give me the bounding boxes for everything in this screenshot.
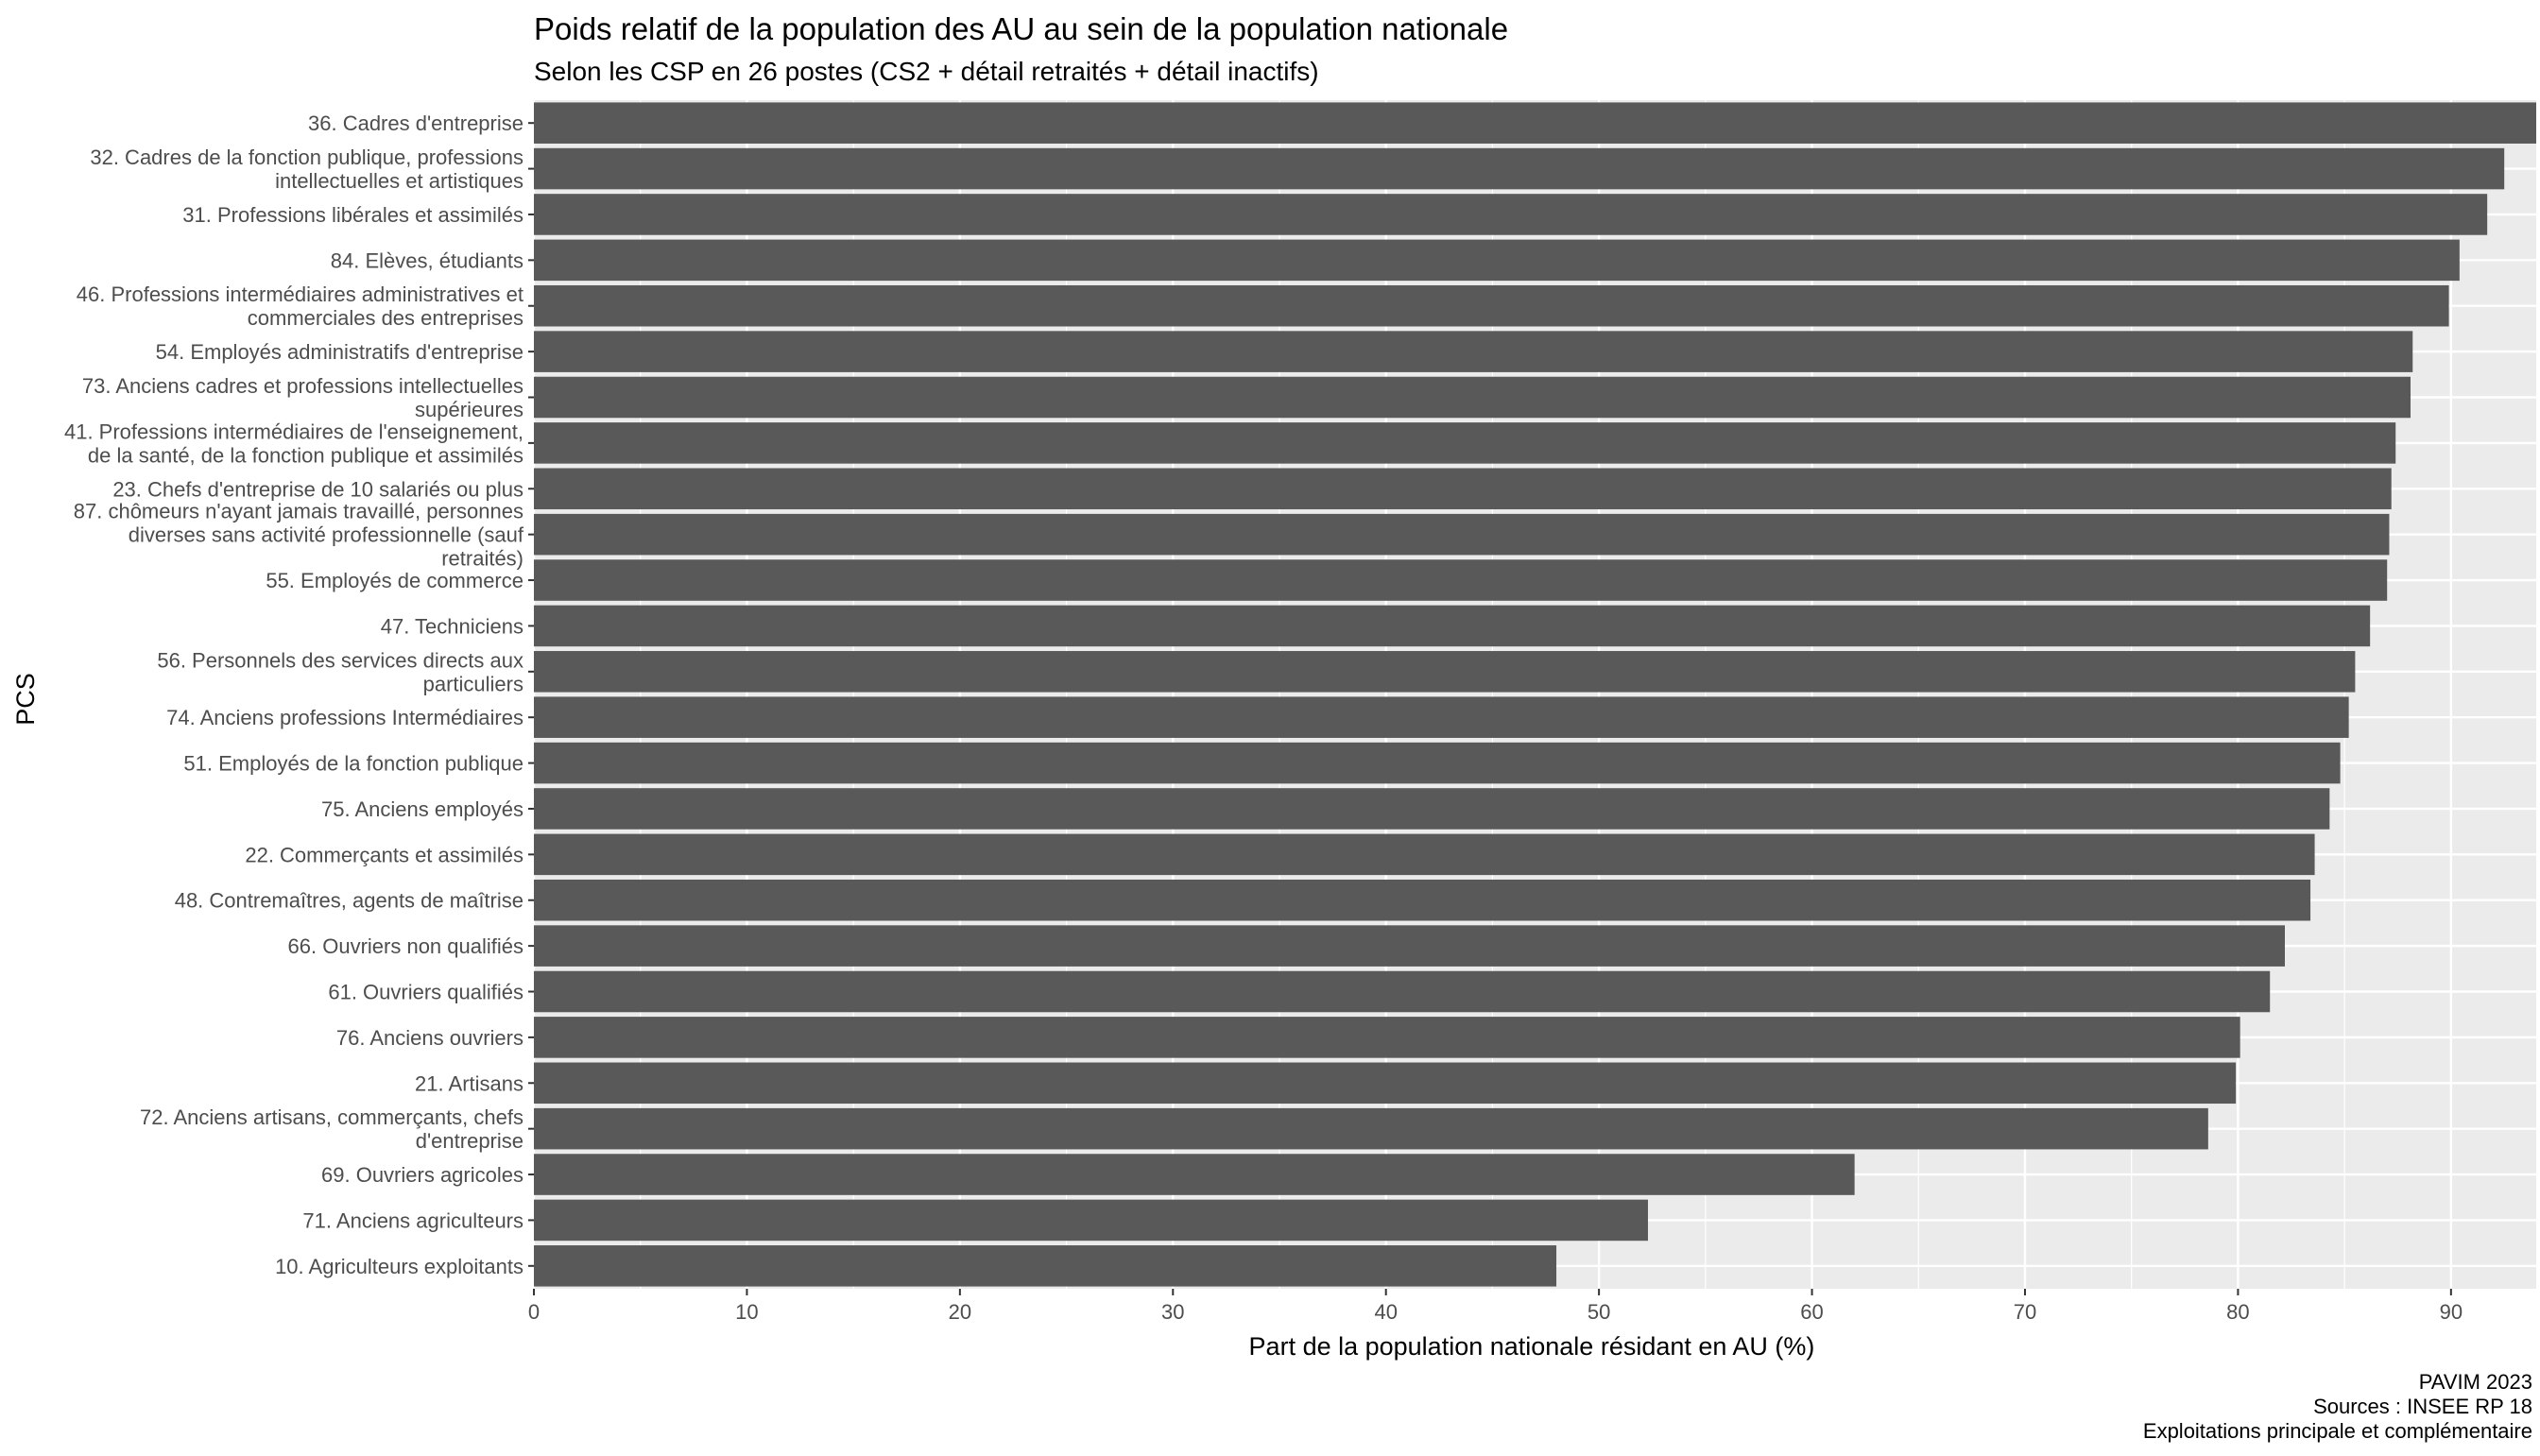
x-tick-label: 20 bbox=[949, 1300, 971, 1324]
bar-8 bbox=[534, 422, 2396, 464]
bar-18 bbox=[534, 879, 2311, 921]
bar-26 bbox=[534, 1245, 1557, 1287]
bar-3 bbox=[534, 194, 2488, 235]
y-tick-label: 56. Personnels des services directs aux p… bbox=[157, 648, 523, 695]
y-axis-title: PCS bbox=[11, 673, 40, 726]
bar-19 bbox=[534, 925, 2285, 967]
x-tick-label: 90 bbox=[2440, 1300, 2463, 1324]
caption-line-1: PAVIM 2023 bbox=[2419, 1370, 2532, 1394]
y-tick-label: 66. Ouvriers non qualifiés bbox=[288, 934, 523, 958]
y-tick-label: 32. Cadres de la fonction publique, prof… bbox=[90, 146, 523, 193]
x-axis-title: Part de la population nationale résidant… bbox=[1249, 1332, 1815, 1361]
y-tick-label: 84. Elèves, étudiants bbox=[331, 248, 523, 272]
y-tick-label: 10. Agriculteurs exploitants bbox=[275, 1255, 523, 1278]
x-tick-label: 40 bbox=[1374, 1300, 1397, 1324]
x-tick-label: 0 bbox=[528, 1300, 540, 1324]
y-tick-label: 22. Commerçants et assimilés bbox=[245, 843, 523, 866]
bar-16 bbox=[534, 788, 2330, 830]
y-tick-label: 87. chômeurs n'ayant jamais travaillé, p… bbox=[74, 500, 524, 571]
bar-10 bbox=[534, 513, 2390, 556]
bar-13 bbox=[534, 651, 2356, 693]
x-tick-label: 30 bbox=[1161, 1300, 1184, 1324]
y-tick-label: 47. Techniciens bbox=[381, 614, 523, 638]
x-tick-label: 60 bbox=[1800, 1300, 1823, 1324]
bar-17 bbox=[534, 833, 2315, 876]
x-tick-label: 70 bbox=[2014, 1300, 2036, 1324]
bar-21 bbox=[534, 1017, 2240, 1058]
x-tick-label: 10 bbox=[735, 1300, 758, 1324]
y-tick-label: 21. Artisans bbox=[415, 1071, 523, 1095]
x-tick-labels: 0 10 20 30 40 50 60 70 80 90 bbox=[528, 1289, 2463, 1324]
y-tick-label: 75. Anciens employés bbox=[321, 797, 523, 821]
y-tick-label: 71. Anciens agriculteurs bbox=[302, 1208, 523, 1232]
bar-22 bbox=[534, 1062, 2237, 1105]
bar-24 bbox=[534, 1154, 1855, 1195]
y-tick-label: 55. Employés de commerce bbox=[266, 569, 523, 592]
bar-2 bbox=[534, 147, 2505, 190]
y-tick-label: 51. Employés de la fonction publique bbox=[183, 752, 523, 776]
x-tick-label: 50 bbox=[1588, 1300, 1610, 1324]
bars bbox=[534, 102, 2536, 1287]
y-tick-label: 48. Contremaîtres, agents de maîtrise bbox=[175, 889, 523, 913]
bar-5 bbox=[534, 284, 2449, 327]
bar-20 bbox=[534, 970, 2271, 1013]
bar-9 bbox=[534, 468, 2392, 510]
y-tick-labels: 36. Cadres d'entreprise 32. Cadres de la … bbox=[64, 111, 534, 1278]
y-tick-label: 54. Employés administratifs d'entreprise bbox=[156, 340, 523, 364]
caption-line-2: Sources : INSEE RP 18 bbox=[2313, 1395, 2532, 1418]
y-tick-label: 74. Anciens professions Intermédiaires bbox=[166, 706, 523, 729]
bar-12 bbox=[534, 605, 2371, 647]
y-tick-label: 61. Ouvriers qualifiés bbox=[328, 981, 523, 1004]
bar-4 bbox=[534, 239, 2460, 282]
bar-14 bbox=[534, 696, 2349, 738]
y-tick-label: 73. Anciens cadres et professions intell… bbox=[82, 374, 523, 421]
y-tick-label: 76. Anciens ouvriers bbox=[336, 1026, 523, 1050]
bar-15 bbox=[534, 742, 2341, 784]
bar-23 bbox=[534, 1107, 2208, 1150]
bar-7 bbox=[534, 376, 2411, 419]
bar-1 bbox=[534, 102, 2536, 144]
bar-11 bbox=[534, 559, 2388, 601]
caption-line-3: Exploitations principale et complémentai… bbox=[2143, 1419, 2532, 1443]
bar-6 bbox=[534, 331, 2413, 372]
y-tick-label: 36. Cadres d'entreprise bbox=[308, 111, 523, 135]
x-tick-label: 80 bbox=[2226, 1300, 2249, 1324]
y-tick-label: 31. Professions libérales et assimilés bbox=[182, 203, 523, 227]
chart-subtitle: Selon les CSP en 26 postes (CS2 + détail… bbox=[534, 57, 1319, 86]
y-tick-label: 46. Professions intermédiaires administr… bbox=[77, 283, 523, 330]
chart-title: Poids relatif de la population des AU au… bbox=[534, 11, 1508, 46]
y-tick-label: 72. Anciens artisans, commerçants, chefs… bbox=[140, 1105, 523, 1153]
y-tick-label: 41. Professions intermédiaires de l'ense… bbox=[64, 420, 523, 467]
bar-25 bbox=[534, 1199, 1648, 1242]
y-tick-label: 69. Ouvriers agricoles bbox=[321, 1163, 523, 1187]
y-tick-label: 23. Chefs d'entreprise de 10 salariés ou… bbox=[112, 477, 523, 501]
